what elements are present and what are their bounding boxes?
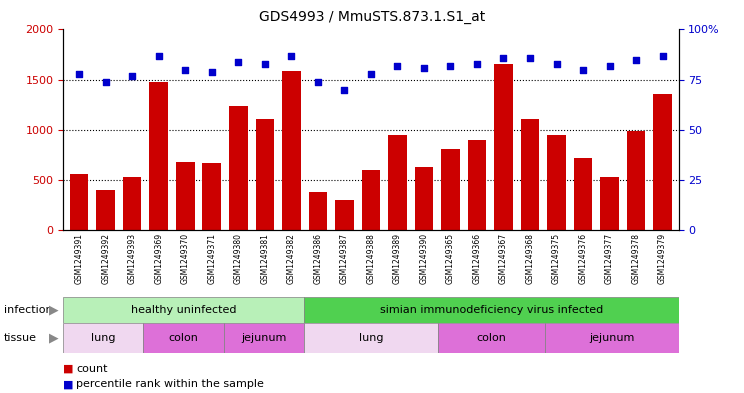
Text: GSM1249382: GSM1249382 xyxy=(287,233,296,284)
Text: GSM1249387: GSM1249387 xyxy=(340,233,349,284)
Text: GSM1249389: GSM1249389 xyxy=(393,233,402,284)
Bar xyxy=(144,323,224,353)
Text: GSM1249388: GSM1249388 xyxy=(366,233,376,284)
Text: infection: infection xyxy=(4,305,52,315)
Text: percentile rank within the sample: percentile rank within the sample xyxy=(76,379,264,389)
Text: ■: ■ xyxy=(63,379,74,389)
Text: GSM1249380: GSM1249380 xyxy=(234,233,243,284)
Bar xyxy=(224,323,304,353)
Point xyxy=(418,64,430,71)
Text: colon: colon xyxy=(476,333,506,343)
Text: lung: lung xyxy=(91,333,115,343)
Text: ▶: ▶ xyxy=(49,332,58,345)
Text: GSM1249386: GSM1249386 xyxy=(313,233,322,284)
Text: GSM1249391: GSM1249391 xyxy=(74,233,83,284)
Text: GSM1249379: GSM1249379 xyxy=(658,233,667,285)
Bar xyxy=(335,200,353,230)
Bar xyxy=(653,94,672,230)
Text: simian immunodeficiency virus infected: simian immunodeficiency virus infected xyxy=(379,305,603,315)
Point xyxy=(471,61,483,67)
Point xyxy=(365,70,377,77)
Text: jejunum: jejunum xyxy=(241,333,286,343)
Bar xyxy=(282,71,301,230)
Bar xyxy=(388,135,407,230)
Bar xyxy=(468,140,487,230)
Text: healthy uninfected: healthy uninfected xyxy=(131,305,237,315)
Point xyxy=(153,52,164,59)
Text: GSM1249367: GSM1249367 xyxy=(499,233,508,285)
Bar xyxy=(600,177,619,230)
Bar xyxy=(414,167,433,230)
Text: GSM1249377: GSM1249377 xyxy=(605,233,614,285)
Point xyxy=(657,52,669,59)
Text: GSM1249393: GSM1249393 xyxy=(128,233,137,285)
Point xyxy=(603,62,615,69)
Bar xyxy=(437,323,545,353)
Point xyxy=(126,72,138,79)
Text: GSM1249390: GSM1249390 xyxy=(420,233,429,285)
Point xyxy=(498,54,510,61)
Text: GSM1249371: GSM1249371 xyxy=(208,233,217,284)
Text: GDS4993 / MmuSTS.873.1.S1_at: GDS4993 / MmuSTS.873.1.S1_at xyxy=(259,10,485,24)
Point xyxy=(179,66,191,73)
Point xyxy=(551,61,562,67)
Bar xyxy=(574,158,592,230)
Bar xyxy=(97,190,115,230)
Text: GSM1249376: GSM1249376 xyxy=(579,233,588,285)
Text: GSM1249375: GSM1249375 xyxy=(552,233,561,285)
Point xyxy=(339,86,350,93)
Text: GSM1249381: GSM1249381 xyxy=(260,233,269,284)
Text: GSM1249370: GSM1249370 xyxy=(181,233,190,285)
Bar xyxy=(202,163,221,230)
Text: lung: lung xyxy=(359,333,383,343)
Bar xyxy=(304,297,679,323)
Text: tissue: tissue xyxy=(4,333,36,343)
Text: ▶: ▶ xyxy=(49,303,58,317)
Bar xyxy=(521,119,539,230)
Point xyxy=(73,70,85,77)
Bar xyxy=(176,162,194,230)
Bar xyxy=(304,323,437,353)
Text: GSM1249378: GSM1249378 xyxy=(632,233,641,284)
Point xyxy=(524,54,536,61)
Text: count: count xyxy=(76,364,107,374)
Bar xyxy=(123,177,141,230)
Point xyxy=(577,66,589,73)
Text: colon: colon xyxy=(169,333,199,343)
Text: GSM1249365: GSM1249365 xyxy=(446,233,455,285)
Bar xyxy=(626,131,645,230)
Bar xyxy=(229,106,248,230)
Bar xyxy=(63,323,144,353)
Text: GSM1249368: GSM1249368 xyxy=(525,233,534,284)
Bar xyxy=(548,135,566,230)
Bar xyxy=(545,323,679,353)
Bar xyxy=(255,119,274,230)
Point xyxy=(100,79,112,85)
Point xyxy=(630,56,642,62)
Point xyxy=(259,61,271,67)
Bar xyxy=(494,64,513,230)
Text: GSM1249366: GSM1249366 xyxy=(472,233,481,285)
Point xyxy=(391,62,403,69)
Point xyxy=(286,52,298,59)
Point xyxy=(444,62,456,69)
Point xyxy=(206,68,218,75)
Text: GSM1249392: GSM1249392 xyxy=(101,233,110,284)
Bar xyxy=(309,192,327,230)
Point xyxy=(312,79,324,85)
Text: ■: ■ xyxy=(63,364,74,374)
Bar xyxy=(150,82,168,230)
Text: jejunum: jejunum xyxy=(589,333,635,343)
Bar xyxy=(441,149,460,230)
Text: GSM1249369: GSM1249369 xyxy=(154,233,163,285)
Bar xyxy=(63,297,304,323)
Bar xyxy=(362,170,380,230)
Bar xyxy=(70,174,89,230)
Point xyxy=(232,59,244,65)
